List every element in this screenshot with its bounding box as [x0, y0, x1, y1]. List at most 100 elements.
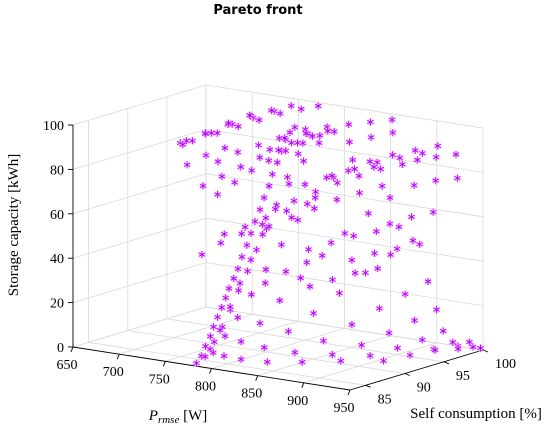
data-point-marker — [261, 279, 269, 287]
y-tick-label: 85 — [378, 392, 392, 407]
data-point — [247, 166, 256, 175]
data-point — [297, 105, 306, 113]
data-point — [202, 151, 210, 160]
data-point-marker — [214, 158, 222, 166]
data-point-marker — [370, 163, 378, 171]
data-point — [282, 267, 290, 276]
scatter-points — [176, 102, 485, 368]
data-point-marker — [376, 304, 383, 312]
data-point-marker — [265, 182, 273, 190]
data-point — [432, 305, 441, 314]
data-point-marker — [303, 258, 311, 266]
data-point — [273, 158, 282, 167]
data-point-marker — [294, 139, 301, 147]
data-point-marker — [210, 338, 218, 346]
data-point-marker — [220, 230, 228, 238]
x-tick-label: 750 — [149, 372, 170, 387]
data-point-marker — [189, 137, 196, 145]
data-point — [302, 258, 311, 267]
data-point-marker — [429, 208, 437, 216]
data-point-marker — [324, 127, 332, 135]
data-point — [357, 341, 366, 349]
data-point-marker — [238, 253, 246, 261]
data-point-marker — [323, 173, 331, 182]
data-point — [314, 102, 323, 110]
data-point-marker — [454, 174, 461, 182]
data-point — [322, 173, 331, 182]
data-point-marker — [230, 274, 238, 283]
data-point-marker — [276, 296, 284, 305]
data-point-marker — [234, 313, 242, 322]
data-point — [349, 232, 358, 240]
data-point — [418, 336, 427, 344]
data-point-marker — [213, 129, 221, 137]
x-tick-mark — [209, 368, 212, 374]
data-point — [199, 182, 207, 190]
data-point — [209, 348, 217, 357]
data-point — [393, 245, 401, 253]
data-point — [221, 294, 230, 302]
data-point-marker — [272, 205, 279, 213]
data-point-marker — [434, 142, 442, 150]
data-point — [255, 116, 263, 124]
data-point — [373, 264, 382, 273]
data-point — [262, 265, 270, 274]
data-point-marker — [201, 353, 209, 361]
data-point — [216, 326, 224, 335]
x-tick-label: 800 — [195, 380, 216, 395]
grid-line — [205, 262, 484, 306]
data-point-marker — [374, 264, 382, 273]
x-tick-mark — [347, 389, 351, 396]
data-point-marker — [410, 181, 418, 189]
data-point-marker — [358, 341, 365, 349]
data-point — [291, 123, 299, 132]
data-point-marker — [241, 223, 249, 231]
data-point — [237, 163, 245, 171]
data-point — [386, 193, 394, 202]
data-point — [225, 284, 233, 293]
data-point — [293, 139, 302, 147]
data-point-marker — [364, 209, 372, 217]
data-point-marker — [300, 157, 308, 165]
data-point-marker — [449, 338, 457, 346]
data-point — [291, 348, 299, 357]
data-point — [294, 150, 303, 158]
data-point — [452, 150, 460, 159]
data-point — [351, 269, 359, 277]
grid-line — [205, 173, 484, 218]
data-point — [261, 279, 270, 287]
grid-line — [205, 306, 484, 351]
data-point-marker — [247, 229, 255, 237]
data-point — [370, 249, 379, 258]
data-point-marker — [288, 213, 296, 222]
x-tick-mark — [70, 346, 74, 353]
data-point — [207, 129, 216, 137]
data-point — [393, 344, 402, 352]
data-point — [247, 229, 255, 238]
data-point-marker — [265, 157, 273, 165]
data-point-marker — [288, 139, 295, 147]
data-point — [213, 190, 222, 199]
y-tick-label: 90 — [417, 381, 431, 396]
data-point-marker — [244, 267, 251, 275]
data-point-marker — [266, 146, 274, 154]
data-point — [206, 332, 215, 341]
data-point-marker — [216, 326, 224, 334]
grid-line — [127, 330, 405, 374]
data-point-marker — [408, 213, 415, 221]
data-point-marker — [327, 239, 335, 247]
data-point-marker — [396, 154, 404, 162]
data-point-marker — [218, 303, 226, 312]
data-point — [407, 213, 416, 221]
z-tick-label: 100 — [43, 119, 64, 134]
data-point-marker — [413, 156, 421, 164]
data-point-marker — [301, 180, 309, 188]
data-point — [388, 115, 396, 124]
data-point — [302, 129, 310, 138]
data-point — [192, 359, 201, 368]
data-point-marker — [419, 149, 426, 157]
data-point — [230, 178, 239, 187]
data-point — [241, 223, 249, 231]
data-point — [287, 102, 296, 110]
data-point-marker — [372, 227, 380, 235]
